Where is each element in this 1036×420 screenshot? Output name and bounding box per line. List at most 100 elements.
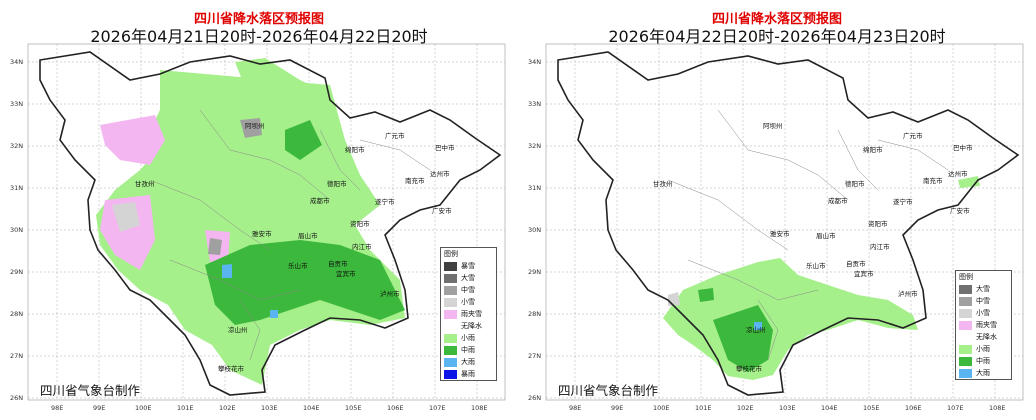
legend-swatch	[959, 296, 972, 306]
legend-item: 无降水	[441, 320, 496, 332]
legend-label: 雨夹雪	[976, 321, 997, 329]
latitude-label: 28N	[528, 310, 541, 318]
city-label: 广元市	[385, 131, 405, 140]
longitude-label: 108E	[989, 404, 1006, 412]
city-label: 泸州市	[898, 289, 918, 298]
map-left: 34N 33N 32N 31N 30N 29N 28N 27N 26N 98E 99E 100E 101…	[10, 43, 506, 412]
heavy-rain-area	[270, 310, 278, 318]
legend-label: 中雨	[976, 357, 990, 365]
longitude-label: 98E	[51, 404, 63, 412]
sleet-area	[100, 195, 155, 270]
city-label: 资阳市	[868, 219, 888, 228]
legend-label: 大雨	[461, 358, 475, 366]
legend-label: 大雪	[976, 285, 990, 293]
legend-swatch	[444, 285, 457, 295]
forecast-panel-left: 34N 33N 32N 31N 30N 29N 28N 27N 26N 98E 99E 100E 101…	[10, 12, 506, 412]
city-label: 南充市	[405, 176, 425, 185]
map-subtitle: 2026年04月21日20时-2026年04月22日20时	[90, 27, 428, 46]
legend-item: 中雪	[441, 284, 496, 296]
latitude-label: 33N	[528, 100, 541, 108]
light-rain-north	[235, 58, 326, 140]
longitude-label: 103E	[779, 404, 796, 412]
latitude-label: 26N	[10, 394, 23, 402]
legend-label: 无降水	[461, 322, 482, 330]
map-subtitle: 2026年04月22日20时-2026年04月23日20时	[608, 27, 946, 46]
latitude-label: 32N	[10, 142, 23, 150]
legend-swatch	[444, 297, 457, 307]
latitude-label: 27N	[10, 352, 23, 360]
legend-item: 暴雨	[441, 368, 496, 380]
moderate-snow-area	[208, 238, 222, 255]
legend-swatch	[959, 368, 972, 378]
city-label: 资阳市	[350, 219, 370, 228]
light-rain-area	[96, 70, 405, 385]
legend-label: 大雨	[976, 369, 990, 377]
legend-label: 中雪	[976, 297, 990, 305]
legend-swatch	[444, 357, 457, 367]
legend-item: 大雪	[956, 283, 1011, 295]
latitude-label: 32N	[528, 142, 541, 150]
legend-item: 大雨	[956, 367, 1011, 379]
city-label: 巴中市	[435, 143, 455, 152]
city-label: 南充市	[923, 176, 943, 185]
longitude-label: 100E	[653, 404, 670, 412]
legend-swatch	[959, 284, 972, 294]
longitude-label: 101E	[177, 404, 194, 412]
moderate-rain-area	[205, 240, 405, 325]
city-label: 乐山市	[288, 261, 308, 270]
legend-item: 小雨	[441, 332, 496, 344]
city-label: 遂宁市	[375, 197, 395, 206]
legend-swatch	[959, 332, 972, 342]
legend-item: 暴雪	[441, 260, 496, 272]
city-label: 雅安市	[770, 229, 790, 238]
longitude-label: 101E	[695, 404, 712, 412]
city-label: 自贡市	[328, 259, 348, 268]
city-label: 甘孜州	[135, 179, 155, 188]
latitude-label: 28N	[10, 310, 23, 318]
city-label: 宜宾市	[854, 269, 874, 278]
legend-item: 无降水	[956, 331, 1011, 343]
legend-swatch	[959, 320, 972, 330]
city-label: 广安市	[950, 206, 970, 215]
city-label: 眉山市	[816, 231, 836, 240]
city-label: 阿坝州	[763, 121, 783, 130]
legend-label: 小雨	[976, 345, 990, 353]
city-label: 宜宾市	[336, 269, 356, 278]
legend-swatch	[444, 321, 457, 331]
legend-item: 大雨	[441, 356, 496, 368]
legend-item: 小雨	[956, 343, 1011, 355]
legend-item: 小雪	[956, 307, 1011, 319]
city-label: 泸州市	[380, 289, 400, 298]
legend-label: 中雪	[461, 286, 475, 294]
longitude-label: 105E	[345, 404, 362, 412]
legend-item: 大雪	[441, 272, 496, 284]
legend-item: 中雪	[956, 295, 1011, 307]
longitude-label: 108E	[471, 404, 488, 412]
legend-swatch	[444, 369, 457, 379]
map-frame	[27, 43, 506, 401]
city-label: 凉山州	[228, 325, 248, 334]
legend-label: 暴雪	[461, 262, 475, 270]
heavy-rain-area	[222, 264, 232, 278]
legend-swatch	[444, 309, 457, 319]
city-label: 内江市	[352, 242, 372, 251]
province-outline	[557, 51, 1020, 396]
longitude-label: 103E	[261, 404, 278, 412]
city-label: 巴中市	[953, 143, 973, 152]
city-label: 成都市	[828, 196, 848, 205]
longitude-label: 99E	[93, 404, 105, 412]
city-label: 内江市	[870, 242, 890, 251]
city-label: 阿坝州	[245, 121, 265, 130]
latitude-label: 27N	[528, 352, 541, 360]
legend-swatch	[444, 273, 457, 283]
city-label: 德阳市	[327, 179, 347, 188]
longitude-label: 100E	[135, 404, 152, 412]
legend-title: 图例	[444, 250, 458, 258]
latitude-label: 30N	[528, 226, 541, 234]
longitude-label: 98E	[569, 404, 581, 412]
city-label: 雅安市	[252, 229, 272, 238]
sleet-area	[100, 115, 165, 165]
city-label: 自贡市	[846, 259, 866, 268]
latitude-label: 31N	[528, 184, 541, 192]
legend: 图例 大雪 中雪 小雪 雨夹雪 无降水 小雨 中雨 大雨	[955, 270, 1012, 380]
